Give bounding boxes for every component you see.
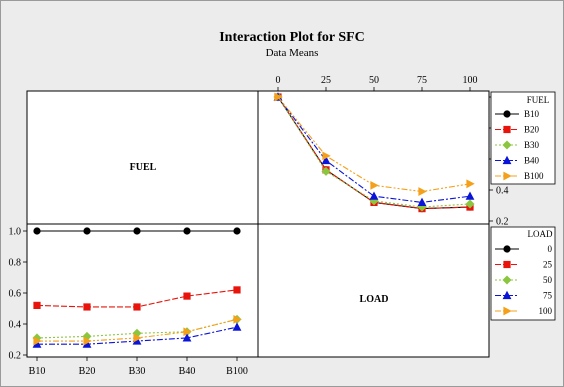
load-panel-data-point [83,336,92,346]
load-panel-data-point [133,333,142,343]
fuel-panel-data-point [417,197,427,206]
fuel-legend-entries: B10 B20 B30 B40 B100 [495,109,544,181]
fuel-legend-marker [502,155,512,165]
right-axis-tick-label: 0.4 [496,186,509,197]
fuel-panel-data-point [321,166,331,176]
load-panel-data-point [233,286,241,294]
load-panel-data-point [183,327,192,337]
left-axis-tick-label: 0.6 [9,289,22,300]
fuel-panel-data-point [465,191,475,200]
load-panel-data-point [133,303,141,311]
fuel-legend-marker [503,171,512,181]
right-axis-tick-label: 0.2 [496,217,509,228]
fuel-panel-x-axis: 0 25 50 75 100 [276,75,478,91]
load-interaction-panel [26,223,259,358]
fuel-panel-data-point [322,151,331,161]
top-axis-tick-label: 0 [276,75,281,86]
load-legend: LOAD 0 25 50 75 100 [490,226,556,321]
chart-title: Interaction Plot for SFC [219,30,365,45]
load-panel-y-axis: 0.2 0.4 0.6 0.8 1.0 [9,227,27,362]
fuel-panel-series [273,92,475,213]
fuel-panel-series-line [277,96,471,203]
top-axis-tick-label: 100 [463,75,478,86]
fuel-legend-label: B40 [524,156,540,166]
load-panel-data-point [183,227,191,235]
fuel-legend-label: B30 [524,140,540,150]
load-legend-marker [502,290,512,300]
fuel-legend-title: FUEL [527,95,550,105]
load-legend-label: 50 [543,275,553,285]
fuel-panel-data-point [465,199,475,209]
top-axis-tick-label: 25 [321,75,331,86]
load-legend-title: LOAD [528,229,553,239]
fuel-legend-marker [503,125,511,134]
fuel-panel-data-point [274,92,283,102]
load-panel-data-point [183,292,191,300]
top-axis-tick-label: 75 [417,75,427,86]
load-panel-data-point [233,314,242,324]
fuel-factor-label: FUEL [130,162,157,173]
load-panel-series [32,227,242,348]
fuel-legend-marker [502,140,512,150]
fuel-panel-data-point [370,180,379,190]
bottom-axis-tick-label: B10 [29,366,46,377]
fuel-panel-data-point [321,155,331,165]
left-axis-tick-label: 0.4 [9,320,22,331]
load-panel-data-point [33,336,42,346]
load-legend-label: 100 [539,306,553,316]
load-panel-data-point [33,227,41,235]
load-panel-data-point [83,227,91,235]
bottom-axis-tick-label: B40 [179,366,196,377]
fuel-label-panel [26,90,259,225]
top-axis-tick-label: 50 [369,75,379,86]
load-legend-marker [503,260,511,269]
load-legend-label: 25 [543,260,553,270]
load-panel-data-point [182,333,192,342]
fuel-panel-data-point [369,191,379,200]
fuel-legend-marker [503,110,511,118]
load-panel-data-point [232,322,242,331]
fuel-legend-label: B10 [524,109,540,119]
load-legend-marker [502,275,512,285]
load-legend-label: 75 [543,291,553,301]
load-legend-box [490,226,556,321]
left-axis-tick-label: 1.0 [9,227,22,238]
load-panel-data-point [133,227,141,235]
fuel-legend-label: B100 [524,171,544,181]
fuel-legend: FUEL B10 B20 B30 B40 B100 [490,91,556,185]
load-legend-marker [503,306,512,316]
load-legend-entries: 0 25 50 75 100 [495,244,553,316]
chart-subtitle: Data Means [266,47,319,59]
bottom-axis-tick-label: B20 [79,366,96,377]
load-label-panel [257,223,490,358]
left-axis-tick-label: 0.2 [9,351,22,362]
load-panel-data-point [83,303,91,311]
left-axis-tick-label: 0.8 [9,258,22,269]
load-panel-x-axis: B10 B20 B30 B40 B100 [29,357,248,377]
load-legend-label: 0 [548,244,553,254]
bottom-axis-tick-label: B30 [129,366,146,377]
load-panel-data-point [33,301,41,310]
fuel-legend-box [490,91,556,185]
load-legend-marker [503,245,511,253]
load-factor-label: LOAD [360,294,389,305]
fuel-legend-label: B20 [524,125,540,135]
fuel-panel-data-point [418,187,427,196]
fuel-panel-data-point [466,179,475,189]
bottom-axis-tick-label: B100 [226,366,248,377]
load-panel-data-point [233,227,241,235]
